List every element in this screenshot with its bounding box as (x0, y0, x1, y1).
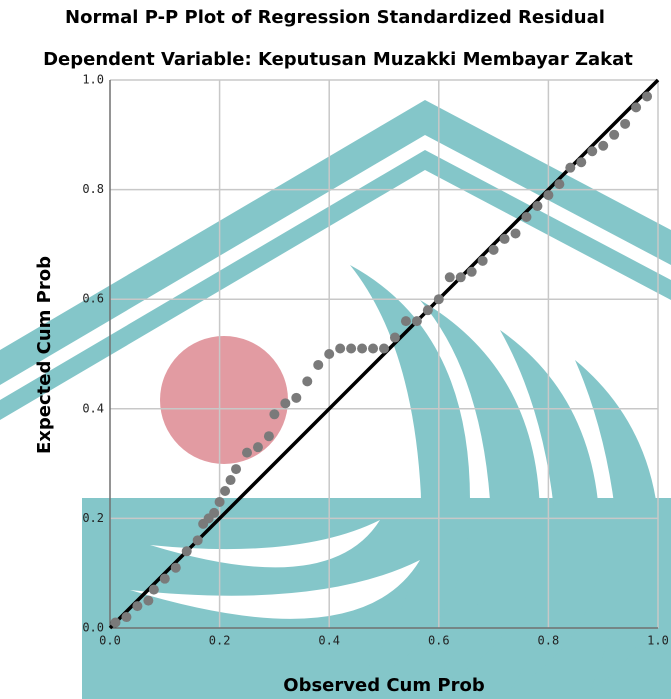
data-point (220, 486, 230, 496)
data-point (132, 601, 142, 611)
data-point (121, 612, 131, 622)
data-point (423, 305, 433, 315)
data-point (231, 464, 241, 474)
data-point (489, 245, 499, 255)
data-point (576, 157, 586, 167)
y-tick-label: 0.6 (82, 292, 104, 306)
data-point (379, 344, 389, 354)
data-point (456, 272, 466, 282)
data-point (357, 344, 367, 354)
chart-title: Normal P-P Plot of Regression Standardiz… (65, 7, 605, 28)
data-point (160, 574, 170, 584)
data-point (500, 234, 510, 244)
y-tick-label: 0.2 (82, 511, 104, 525)
data-point (324, 349, 334, 359)
data-point (511, 228, 521, 238)
x-tick-label: 0.4 (318, 634, 340, 648)
data-point (554, 179, 564, 189)
data-point (620, 119, 630, 129)
data-point (609, 130, 619, 140)
data-point (346, 344, 356, 354)
data-point (302, 376, 312, 386)
data-point (587, 146, 597, 156)
data-point (390, 333, 400, 343)
data-point (264, 431, 274, 441)
data-point (631, 102, 641, 112)
x-tick-label: 0.8 (538, 634, 560, 648)
data-point (335, 344, 345, 354)
y-tick-label: 0.0 (82, 621, 104, 635)
y-axis-label: Expected Cum Prob (34, 256, 55, 454)
data-point (521, 212, 531, 222)
y-tick-label: 0.8 (82, 182, 104, 196)
data-point (209, 508, 219, 518)
x-tick-label: 0.0 (99, 634, 121, 648)
data-point (532, 201, 542, 211)
data-point (543, 190, 553, 200)
data-point (242, 448, 252, 458)
y-tick-label: 0.4 (82, 401, 104, 415)
x-axis-label: Observed Cum Prob (283, 675, 485, 696)
data-point (143, 596, 153, 606)
x-tick-label: 0.2 (209, 634, 231, 648)
data-point (598, 141, 608, 151)
data-point (110, 618, 120, 628)
data-point (253, 442, 263, 452)
x-tick-label: 1.0 (647, 634, 669, 648)
data-point (434, 294, 444, 304)
data-point (149, 585, 159, 595)
chart-subtitle: Dependent Variable: Keputusan Muzakki Me… (43, 49, 633, 70)
data-point (445, 272, 455, 282)
data-point (215, 497, 225, 507)
data-point (478, 256, 488, 266)
data-point (412, 316, 422, 326)
data-point (182, 546, 192, 556)
data-point (171, 563, 181, 573)
data-point (642, 91, 652, 101)
data-point (291, 393, 301, 403)
data-point (368, 344, 378, 354)
data-point (401, 316, 411, 326)
x-tick-label: 0.6 (428, 634, 450, 648)
chart: Normal P-P Plot of Regression Standardiz… (0, 0, 671, 699)
data-point (565, 163, 575, 173)
y-tick-label: 1.0 (82, 73, 104, 87)
data-point (226, 475, 236, 485)
data-point (313, 360, 323, 370)
data-point (280, 398, 290, 408)
data-point (467, 267, 477, 277)
data-point (193, 535, 203, 545)
data-point (269, 409, 279, 419)
